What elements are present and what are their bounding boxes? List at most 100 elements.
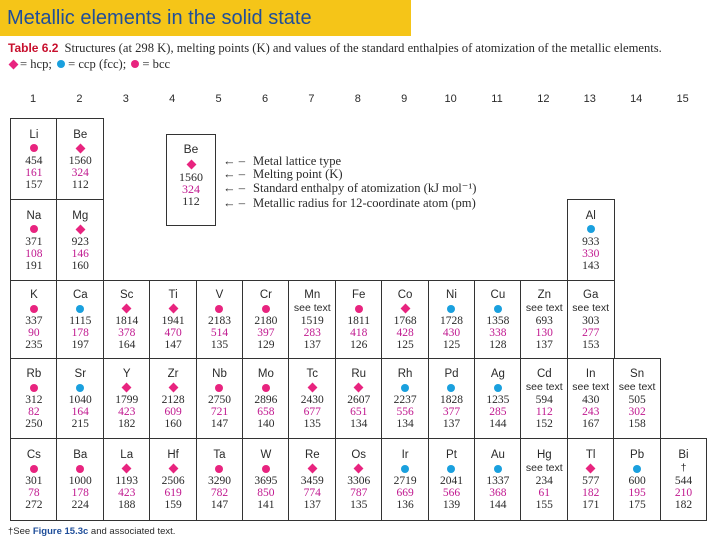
element-cell-au: Au 1337 368 144: [474, 438, 522, 522]
melting-point: 1115: [69, 315, 92, 327]
element-cell-co: Co 1768 428 125: [381, 280, 429, 360]
melting-point: 1799: [115, 394, 139, 406]
element-cell-hf: Hf 2506 619 159: [149, 438, 197, 522]
melting-point: 3306: [347, 475, 371, 487]
bcc-circle-icon: [261, 304, 270, 313]
metallic-radius: 272: [25, 499, 43, 511]
enthalpy-of-atomization: 195: [628, 487, 646, 499]
enthalpy-of-atomization: 619: [164, 487, 182, 499]
element-cell-la: La 1193 423 188: [102, 438, 151, 522]
structure-marker: [11, 142, 57, 155]
hcp-diamond-icon: [400, 303, 411, 314]
structure-marker: [382, 462, 428, 475]
structure-marker: [150, 381, 196, 394]
group-number: 8: [354, 93, 361, 105]
table-label: Table 6.2: [8, 41, 59, 55]
element-cell-pb: Pb 600 195 175: [613, 438, 661, 522]
melting-point: 1814: [115, 315, 139, 327]
melting-point: 1811: [347, 315, 370, 327]
element-symbol: Be: [73, 128, 88, 141]
enthalpy-of-atomization: 787: [350, 487, 368, 499]
melting-point: 1358: [486, 315, 510, 327]
structure-marker: [568, 462, 614, 475]
element-cell-al: Al 933 330 143: [566, 199, 615, 282]
melting-point: 1560: [68, 154, 92, 167]
key-line-text: Metal lattice type: [253, 154, 342, 168]
element-symbol: V: [215, 289, 224, 301]
enthalpy-of-atomization: 146: [71, 247, 89, 260]
enthalpy-of-atomization: 397: [257, 327, 275, 339]
structure-marker: [243, 381, 289, 394]
element-cell-zn: Zn see text 693 130 137: [520, 280, 569, 360]
enthalpy-of-atomization: 285: [489, 406, 507, 418]
melting-point: 2607: [347, 394, 371, 406]
key-element-cell: Be 1560 324 112: [166, 134, 216, 226]
hcp-diamond-icon: [186, 159, 196, 169]
metallic-radius: 125: [442, 339, 461, 351]
metallic-radius: 134: [396, 418, 414, 430]
element-symbol: Fe: [351, 289, 366, 301]
ccp-circle-icon: [493, 383, 502, 392]
enthalpy-of-atomization: 556: [396, 406, 414, 418]
enthalpy-of-atomization: 78: [28, 487, 40, 499]
metallic-radius: 136: [396, 499, 414, 511]
legend-item-bcc: = bcc: [129, 57, 170, 71]
element-symbol: Cs: [26, 449, 41, 461]
element-symbol: Rh: [397, 368, 413, 380]
structure-note: see text: [525, 302, 563, 314]
metallic-radius: 137: [303, 339, 321, 351]
caption-text: Structures (at 298 K), melting points (K…: [64, 41, 662, 55]
key-line-text: Standard enthalpy of atomization (kJ mol…: [253, 181, 477, 195]
element-symbol: Ga: [583, 289, 599, 301]
structure-marker: [336, 462, 382, 475]
element-symbol: Os: [351, 449, 367, 461]
enthalpy-of-atomization: 782: [210, 487, 229, 499]
melting-point: 2180: [254, 315, 278, 327]
enthalpy-of-atomization: 338: [489, 327, 507, 339]
element-symbol: Ru: [351, 368, 367, 380]
melting-point: 600: [628, 475, 646, 487]
footnote-figure-link[interactable]: Figure 15.3c: [32, 526, 89, 537]
element-symbol: Y: [122, 368, 131, 380]
melting-point: 2430: [300, 394, 324, 406]
footnote: †See Figure 15.3c and associated text.: [8, 526, 175, 537]
element-cell-cu: Cu 1358 338 128: [474, 280, 522, 360]
bcc-circle-icon: [215, 464, 224, 473]
structure-marker: [57, 381, 103, 394]
enthalpy-of-atomization: 423: [118, 406, 136, 418]
ccp-circle-icon: [76, 383, 85, 392]
element-cell-be: Be 1560 324 112: [56, 118, 105, 201]
enthalpy-of-atomization: 368: [489, 487, 507, 499]
structure-marker: [382, 381, 428, 394]
element-symbol: Zr: [167, 368, 179, 380]
melting-point: 544: [674, 475, 693, 487]
structure-marker: [289, 381, 335, 394]
metallic-radius: 250: [25, 418, 43, 430]
melting-point: 2506: [161, 475, 185, 487]
hcp-diamond-icon: [307, 463, 318, 474]
element-symbol: Cr: [259, 289, 272, 301]
enthalpy-of-atomization: 324: [71, 166, 89, 179]
structure-marker: [11, 302, 57, 315]
element-symbol: Co: [397, 289, 413, 301]
metallic-radius: 215: [71, 418, 89, 430]
element-symbol: Hf: [167, 449, 179, 461]
key-line-text: Melting point (K): [253, 167, 343, 181]
element-cell-ir: Ir 2719 669 136: [381, 438, 429, 522]
metallic-radius: 224: [71, 499, 89, 511]
metallic-radius: 171: [582, 499, 600, 511]
structure-marker: [197, 381, 243, 394]
element-cell-ba: Ba 1000 178 224: [56, 438, 105, 522]
melting-point: 1235: [486, 394, 510, 406]
enthalpy-of-atomization: 302: [628, 406, 646, 418]
enthalpy-of-atomization: 566: [442, 487, 461, 499]
element-symbol: Ta: [213, 449, 226, 461]
group-number: 15: [676, 93, 689, 105]
bcc-circle-icon: [29, 464, 38, 473]
key-line-3: ← – Standard enthalpy of atomization (kJ …: [223, 181, 476, 195]
element-cell-ca: Ca 1115 178 197: [56, 280, 105, 360]
enthalpy-of-atomization: 210: [674, 487, 693, 499]
structure-marker: [475, 302, 521, 315]
element-symbol: Nb: [212, 368, 227, 380]
group-number: 1: [29, 93, 37, 105]
